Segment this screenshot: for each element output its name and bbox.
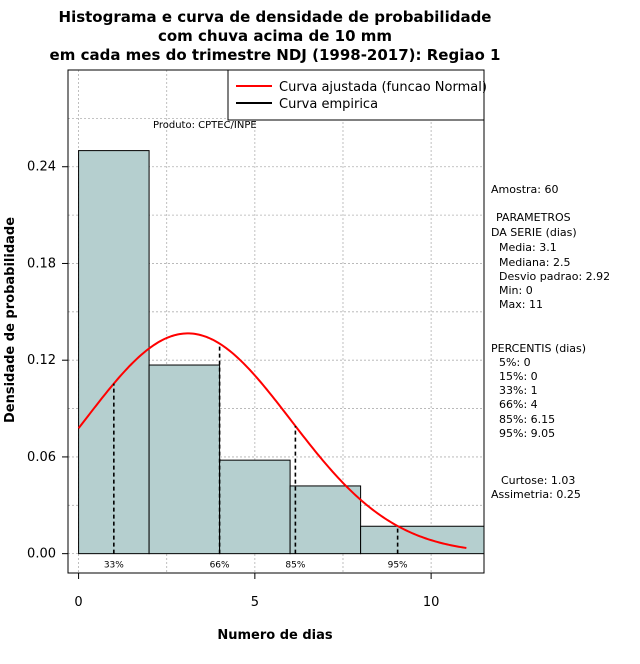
stat-media: Media: 3.1 [499, 241, 557, 254]
stats-panel: Amostra: 60 PARAMETROS DA SERIE (dias) M… [491, 183, 610, 501]
stat-p95: 95%: 9.05 [499, 427, 555, 440]
percentile-label: 85% [285, 561, 305, 571]
stat-p66: 66%: 4 [499, 398, 538, 411]
stat-percentis-header: PERCENTIS (dias) [491, 342, 586, 355]
chart-title-line-2: com chuva acima de 10 mm [158, 27, 392, 45]
y-tick-label: 0.18 [27, 256, 56, 271]
stat-params-header-1: PARAMETROS [496, 211, 571, 224]
histogram-bar [78, 150, 150, 555]
stat-desvio: Desvio padrao: 2.92 [499, 270, 610, 283]
stat-p33: 33%: 1 [499, 384, 538, 397]
stat-amostra: Amostra: 60 [491, 183, 558, 196]
percentile-label: 66% [210, 561, 230, 571]
source-note: Produto: CPTEC/INPE [153, 120, 257, 131]
legend: Curva ajustada (funcao Normal) Curva emp… [227, 69, 487, 121]
y-tick-label: 0.12 [27, 353, 56, 368]
legend-label-empirical: Curva empirica [279, 97, 378, 112]
x-tick-label: 10 [423, 595, 440, 610]
stat-params-header-2: DA SERIE (dias) [491, 226, 577, 239]
histogram-bar [219, 459, 291, 555]
x-axis-label: Numero de dias [217, 628, 333, 643]
percentile-label: 33% [104, 561, 124, 571]
x-tick-label: 0 [74, 595, 82, 610]
stat-assimetria: Assimetria: 0.25 [491, 488, 581, 501]
normal-fit-curve [77, 332, 467, 549]
chart-title-line-3: em cada mes do trimestre NDJ (1998-2017)… [50, 46, 501, 64]
stat-curtose: Curtose: 1.03 [501, 474, 575, 487]
y-tick-label: 0.06 [27, 450, 56, 465]
y-tick-label: 0.00 [27, 547, 56, 562]
percentile-label: 95% [388, 561, 408, 571]
legend-box [227, 69, 485, 121]
stat-mediana: Mediana: 2.5 [499, 256, 570, 269]
y-tick-label: 0.24 [27, 160, 56, 175]
histogram-bar [360, 525, 485, 555]
stat-p15: 15%: 0 [499, 370, 538, 383]
histogram-bar [148, 364, 221, 555]
stat-max: Max: 11 [499, 298, 543, 311]
y-axis-label: Densidade de probabilidade [3, 217, 18, 423]
legend-label-normal: Curva ajustada (funcao Normal) [279, 80, 487, 95]
stat-p85: 85%: 6.15 [499, 413, 555, 426]
chart-title-line-1: Histograma e curva de densidade de proba… [59, 8, 492, 26]
histogram-bar [289, 485, 362, 555]
stat-min: Min: 0 [499, 284, 533, 297]
stat-p5: 5%: 0 [499, 356, 531, 369]
x-tick-label: 5 [251, 595, 259, 610]
